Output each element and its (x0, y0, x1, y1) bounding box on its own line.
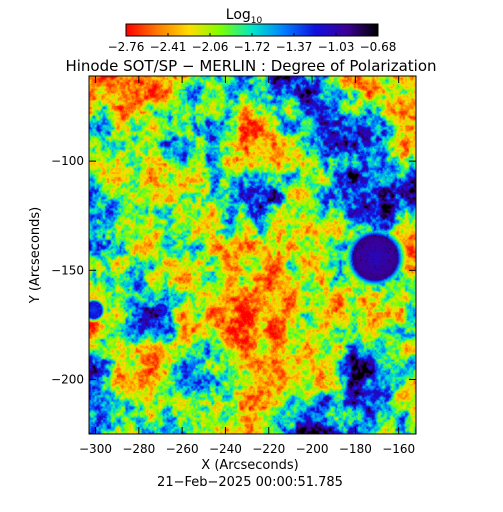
x-tick-label: −200 (296, 442, 329, 456)
colorbar-tick-label: −0.68 (360, 40, 397, 54)
heatmap-wrapper (89, 76, 416, 434)
x-tick-label: −220 (252, 442, 285, 456)
x-tick-label: −180 (339, 442, 372, 456)
x-tick-label: −260 (166, 442, 199, 456)
chart-title: Hinode SOT/SP − MERLIN : Degree of Polar… (65, 57, 436, 75)
y-axis: −100 −150 −200 (51, 154, 416, 386)
y-tick-label: −100 (51, 154, 84, 168)
y-axis-label: Y (Arcseconds) (28, 207, 43, 304)
colorbar-label: Log10 (226, 7, 263, 26)
y-tick-label: −150 (51, 263, 84, 277)
colorbar-tick-label: −1.03 (318, 40, 355, 54)
y-tick-label: −200 (51, 372, 84, 386)
colorbar-label-sub: 10 (251, 16, 263, 26)
timestamp: 21−Feb−2025 00:00:51.785 (157, 475, 343, 490)
x-tick-label: −160 (382, 442, 415, 456)
plot-frame (88, 75, 417, 435)
colorbar-ticks: −2.76 −2.41 −2.06 −1.72 −1.37 −1.03 −0.68 (108, 33, 397, 54)
colorbar-tick-label: −1.37 (276, 40, 313, 54)
x-tick-label: −240 (209, 442, 242, 456)
x-axis-label: X (Arcseconds) (201, 458, 298, 473)
x-tick-label: −300 (79, 442, 112, 456)
colorbar-tick-label: −2.41 (150, 40, 187, 54)
x-tick-label: −280 (122, 442, 155, 456)
x-axis: −300 −280 −260 −240 −220 −200 −180 −160 (79, 76, 415, 456)
colorbar-tick-label: −1.72 (234, 40, 271, 54)
colorbar-label-main: Log (226, 7, 251, 23)
colorbar-tick-label: −2.06 (192, 40, 229, 54)
colorbar-tick-label: −2.76 (108, 40, 145, 54)
heatmap-image (89, 76, 416, 434)
